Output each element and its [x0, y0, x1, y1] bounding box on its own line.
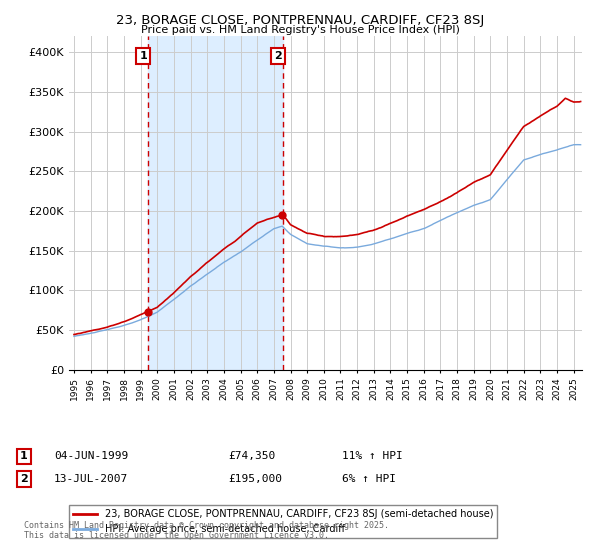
- Text: 23, BORAGE CLOSE, PONTPRENNAU, CARDIFF, CF23 8SJ: 23, BORAGE CLOSE, PONTPRENNAU, CARDIFF, …: [116, 14, 484, 27]
- Text: 2: 2: [274, 51, 282, 61]
- Text: 04-JUN-1999: 04-JUN-1999: [54, 451, 128, 461]
- Text: Price paid vs. HM Land Registry's House Price Index (HPI): Price paid vs. HM Land Registry's House …: [140, 25, 460, 35]
- Bar: [148, 36, 283, 370]
- Legend: 23, BORAGE CLOSE, PONTPRENNAU, CARDIFF, CF23 8SJ (semi-detached house), HPI: Ave: 23, BORAGE CLOSE, PONTPRENNAU, CARDIFF, …: [69, 505, 497, 538]
- Text: £195,000: £195,000: [228, 474, 282, 484]
- Text: 1: 1: [139, 51, 147, 61]
- Text: Contains HM Land Registry data © Crown copyright and database right 2025.
This d: Contains HM Land Registry data © Crown c…: [24, 521, 389, 540]
- Text: 2: 2: [20, 474, 28, 484]
- Text: 6% ↑ HPI: 6% ↑ HPI: [342, 474, 396, 484]
- Text: 1: 1: [20, 451, 28, 461]
- Text: £74,350: £74,350: [228, 451, 275, 461]
- Text: 11% ↑ HPI: 11% ↑ HPI: [342, 451, 403, 461]
- Text: 13-JUL-2007: 13-JUL-2007: [54, 474, 128, 484]
